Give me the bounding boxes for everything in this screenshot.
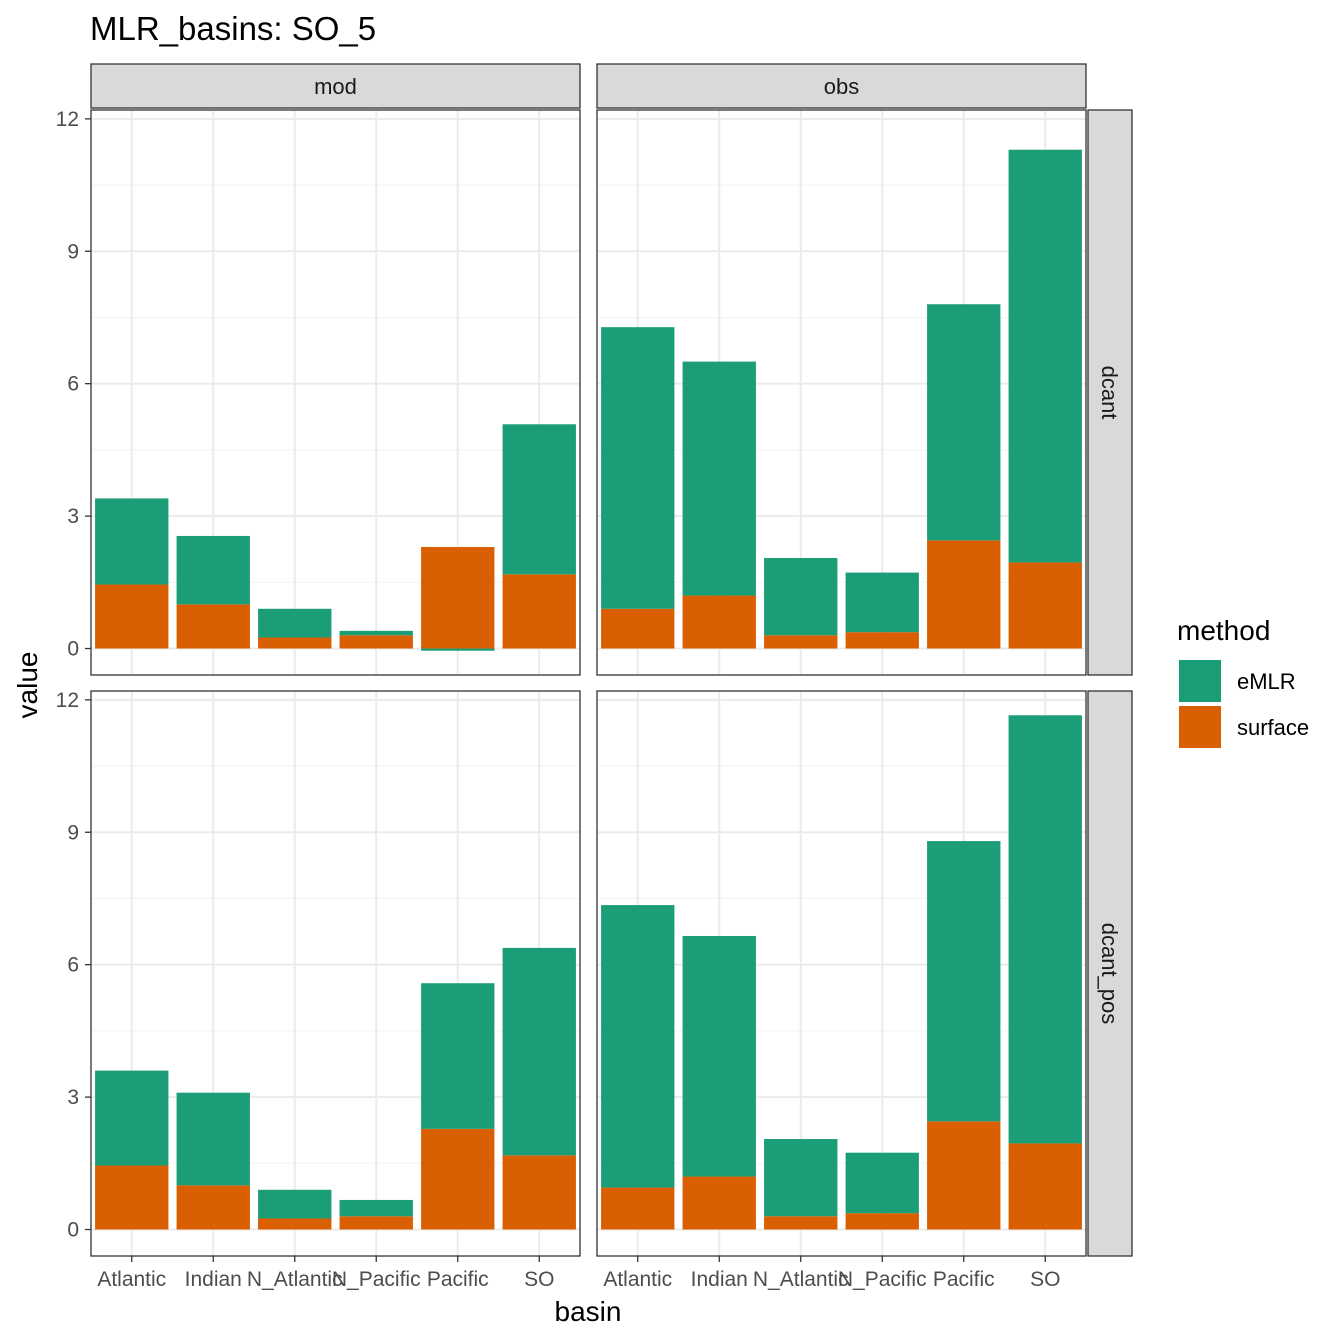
y-tick-label: 9	[67, 821, 79, 844]
y-tick-label: 9	[67, 240, 79, 263]
x-tick-label: SO	[524, 1268, 554, 1291]
bar-eMLR-Indian	[682, 361, 756, 596]
panel-border	[596, 690, 1087, 1257]
bar-surface-N_Atlantic	[258, 1218, 332, 1230]
panel-border	[90, 690, 581, 1257]
bar-eMLR-Atlantic	[95, 498, 169, 585]
bar-eMLR-Atlantic	[601, 905, 675, 1188]
strip-mod	[90, 63, 581, 109]
x-tick-label: Pacific	[427, 1268, 489, 1291]
chart-title: MLR_basins: SO_5	[90, 10, 376, 47]
legend-key-surface	[1179, 706, 1221, 748]
strip-dcant	[1087, 109, 1133, 676]
bar-eMLR-SO	[502, 947, 576, 1156]
bar-eMLR-Pacific	[421, 983, 495, 1129]
x-tick-label: Pacific	[933, 1268, 995, 1291]
bar-eMLR-Pacific	[927, 304, 1001, 541]
bar-eMLR-Pacific	[927, 841, 1001, 1122]
panel-border	[596, 109, 1087, 676]
bar-eMLR-N_Pacific	[339, 1199, 413, 1217]
bar-surface-Indian	[176, 1185, 250, 1230]
bar-surface-N_Atlantic	[764, 1216, 838, 1230]
bar-eMLR-N_Pacific	[845, 572, 919, 633]
bar-surface-SO	[502, 574, 576, 649]
bar-surface-Atlantic	[95, 1165, 169, 1230]
bar-eMLR-Pacific	[421, 648, 495, 651]
y-tick-label: 12	[56, 108, 79, 131]
x-tick-label: N_Atlantic	[247, 1268, 343, 1291]
bar-surface-N_Pacific	[845, 1213, 919, 1230]
bar-eMLR-Atlantic	[601, 327, 675, 609]
bar-eMLR-N_Atlantic	[764, 1139, 838, 1217]
bar-surface-Pacific	[421, 1128, 495, 1230]
bar-surface-N_Pacific	[339, 635, 413, 649]
bar-surface-SO	[1008, 1143, 1082, 1230]
legend: method eMLR surface	[1177, 615, 1309, 748]
bar-eMLR-N_Atlantic	[258, 1189, 332, 1219]
bar-surface-Indian	[176, 604, 250, 649]
bar-surface-Atlantic	[95, 584, 169, 649]
x-tick-label: Indian	[185, 1268, 242, 1291]
strip-obs	[596, 63, 1087, 109]
x-axis-title: basin	[555, 1296, 622, 1327]
bar-eMLR-N_Pacific	[845, 1152, 919, 1214]
y-tick-label: 6	[67, 954, 79, 977]
bar-surface-Atlantic	[601, 608, 675, 649]
y-tick-label: 3	[67, 505, 79, 528]
bar-surface-N_Atlantic	[258, 637, 332, 649]
strip-label-dcant: dcant	[1097, 366, 1122, 420]
legend-label-eMLR: eMLR	[1237, 669, 1296, 694]
bar-eMLR-Atlantic	[95, 1070, 169, 1166]
bar-eMLR-N_Atlantic	[764, 558, 838, 636]
x-tick-label: Atlantic	[603, 1268, 672, 1291]
bar-eMLR-SO	[1008, 715, 1082, 1144]
bar-surface-Pacific	[927, 540, 1001, 649]
bar-eMLR-Indian	[682, 935, 756, 1177]
bar-surface-N_Pacific	[845, 632, 919, 649]
strip-label-dcant_pos: dcant_pos	[1097, 923, 1122, 1025]
x-tick-label: SO	[1030, 1268, 1060, 1291]
x-tick-label: N_Pacific	[838, 1268, 927, 1291]
y-tick-label: 0	[67, 1219, 79, 1242]
strip-label-obs: obs	[824, 74, 859, 99]
bar-eMLR-N_Pacific	[339, 630, 413, 636]
bar-surface-Pacific	[927, 1121, 1001, 1230]
y-tick-label: 6	[67, 373, 79, 396]
y-axis-title: value	[12, 652, 43, 719]
bar-eMLR-SO	[502, 424, 576, 575]
bar-surface-Indian	[682, 595, 756, 649]
x-tick-label: Atlantic	[97, 1268, 166, 1291]
bar-surface-N_Pacific	[339, 1216, 413, 1230]
panel-border	[90, 109, 581, 676]
panel-obs-dcant	[596, 109, 1087, 676]
y-tick-label: 3	[67, 1086, 79, 1109]
y-tick-label: 12	[56, 689, 79, 712]
x-tick-label: N_Atlantic	[753, 1268, 849, 1291]
bar-surface-SO	[1008, 562, 1082, 649]
bar-surface-N_Atlantic	[764, 635, 838, 649]
bar-surface-SO	[502, 1155, 576, 1230]
x-tick-label: Indian	[691, 1268, 748, 1291]
bar-eMLR-Indian	[176, 535, 250, 605]
panel-mod-dcant: 0 3 6 9 12	[56, 108, 581, 676]
bar-eMLR-SO	[1008, 149, 1082, 563]
y-tick-label: 0	[67, 638, 79, 661]
legend-title: method	[1177, 615, 1270, 646]
bar-surface-Indian	[682, 1176, 756, 1230]
bar-surface-Pacific	[421, 546, 495, 649]
strip-dcant_pos	[1087, 690, 1133, 1257]
bar-eMLR-Indian	[176, 1092, 250, 1186]
facet-panels: mod obs dcant dcant_pos 0 3 6 9 12 0 3 6 9 12 Atlantic…	[56, 63, 1133, 1291]
legend-key-eMLR	[1179, 660, 1221, 702]
bar-eMLR-N_Atlantic	[258, 608, 332, 638]
x-tick-label: N_Pacific	[332, 1268, 421, 1291]
bar-surface-Atlantic	[601, 1187, 675, 1230]
legend-label-surface: surface	[1237, 715, 1309, 740]
strip-label-mod: mod	[314, 74, 357, 99]
